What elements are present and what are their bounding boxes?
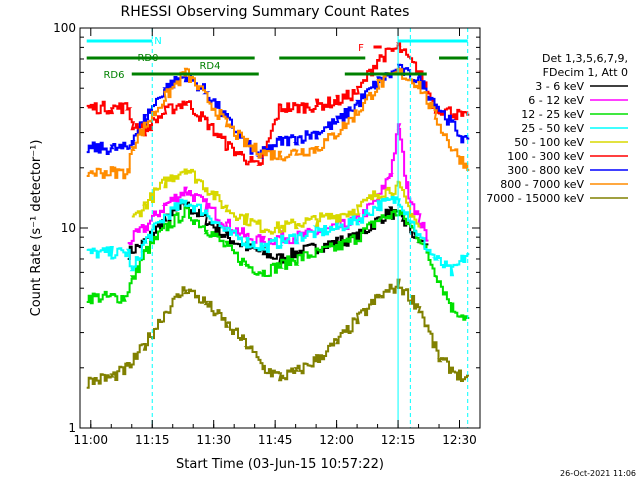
x-tick-label: 11:30	[196, 433, 231, 447]
chart-title: RHESSI Observing Summary Count Rates	[121, 4, 410, 20]
legend-label-7000-15000-kev: 7000 - 15000 keV	[486, 192, 584, 205]
x-tick-label: 11:00	[73, 433, 108, 447]
legend-label-100-300-kev: 100 - 300 keV	[507, 150, 584, 163]
legend-label-300-800-kev: 300 - 800 keV	[507, 164, 584, 177]
legend-header: Det 1,3,5,6,7,9,	[542, 52, 628, 65]
legend-label-800-7000-kev: 800 - 7000 keV	[500, 178, 584, 191]
x-axis-label: Start Time (03-Jun-15 10:57:22)	[176, 457, 384, 472]
series-line-7000-15000-kev	[86, 278, 469, 389]
legend: Det 1,3,5,6,7,9,FDecim 1, Att 03 - 6 keV…	[486, 52, 628, 205]
y-tick-label: 1	[68, 421, 76, 435]
legend-label-6-12-kev: 6 - 12 keV	[528, 94, 584, 107]
x-tick-label: 11:15	[135, 433, 170, 447]
legend-label-12-25-kev: 12 - 25 keV	[521, 108, 584, 121]
y-axis-label: Count Rate (s⁻¹ detector⁻¹)	[29, 140, 44, 317]
y-tick-label: 100	[53, 21, 76, 35]
flag-label-rd0: RD0	[137, 53, 158, 64]
series-line-25-50-kev	[86, 195, 470, 277]
x-tick-label: 12:00	[319, 433, 354, 447]
y-tick-label: 10	[61, 221, 76, 235]
flag-label-rd4: RD4	[199, 61, 220, 72]
series-line-800-7000-kev	[86, 67, 470, 180]
x-tick-label: 12:30	[442, 433, 477, 447]
x-tick-label: 12:15	[381, 433, 416, 447]
series-line-50-100-kev	[131, 168, 421, 235]
x-tick-label: 11:45	[258, 433, 293, 447]
series-line-6-12-kev	[127, 123, 429, 247]
flag-label-n: N	[154, 36, 161, 47]
flag-label-f: F	[358, 43, 364, 54]
series-line-300-800-kev	[86, 63, 470, 159]
legend-label-3-6-kev: 3 - 6 keV	[535, 80, 584, 93]
flags-layer: N RD0 RD4 RD6 F	[86, 28, 469, 428]
legend-label-25-50-kev: 25 - 50 keV	[521, 122, 584, 135]
legend-label-50-100-kev: 50 - 100 keV	[514, 136, 584, 149]
frame-layer: 11:00 11:15 11:30 11:45 12:00 12:15 12:30 1 10 10…	[53, 21, 481, 447]
series-line-100-300-kev	[86, 42, 470, 166]
series-layer	[86, 42, 470, 389]
series-line-12-25-kev	[86, 206, 470, 321]
flag-label-rd6: RD6	[103, 70, 124, 81]
footer-timestamp: 26-Oct-2021 11:06	[560, 469, 636, 478]
legend-header: FDecim 1, Att 0	[543, 66, 628, 79]
